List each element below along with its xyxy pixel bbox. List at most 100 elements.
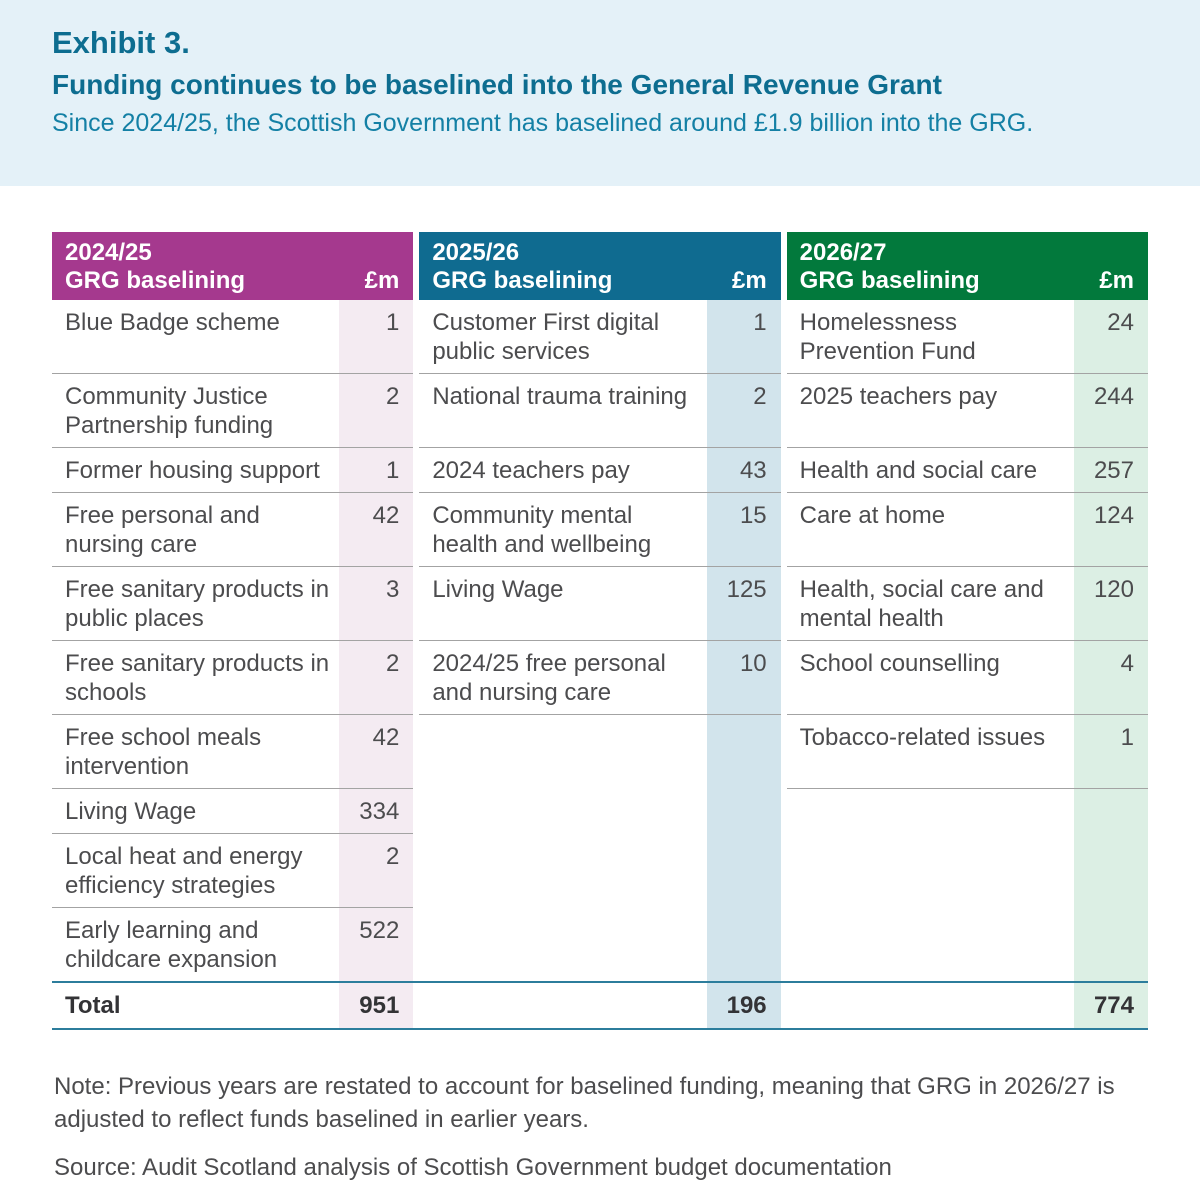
row-value: 2 — [339, 374, 414, 448]
row-value: 3 — [339, 567, 414, 641]
group-subheader: GRG baselining £m — [800, 267, 1134, 295]
row-label: Former housing support — [52, 448, 340, 493]
group-subheader: GRG baselining £m — [432, 267, 766, 295]
column-gap — [780, 715, 787, 789]
row-value: 124 — [1074, 493, 1148, 567]
total-label — [419, 981, 707, 1030]
group-subheader: GRG baselining £m — [65, 267, 399, 295]
row-label — [419, 789, 706, 834]
column-gap — [413, 908, 420, 981]
total-label: Total — [52, 981, 340, 1030]
exhibit-subtitle: Since 2024/25, the Scottish Government h… — [52, 109, 1034, 137]
table-group-header: 2024/25 GRG baselining £m — [52, 232, 414, 300]
row-value: 522 — [339, 908, 414, 981]
row-label: Free sanitary products in public places — [52, 567, 340, 641]
column-gap — [780, 789, 787, 834]
row-value: 244 — [1074, 374, 1148, 448]
column-gap — [413, 834, 420, 908]
column-gap — [780, 981, 787, 1030]
group-year-label: 2024/25 — [65, 239, 152, 266]
column-gap — [413, 981, 420, 1030]
column-gap — [413, 641, 420, 715]
table-grid: 2024/25 GRG baselining £m 2025/26 GRG baseli… — [52, 232, 1148, 1030]
row-value: 257 — [1074, 448, 1148, 493]
column-gap — [780, 374, 787, 448]
column-gap — [413, 789, 420, 834]
table-group-header: 2026/27 GRG baselining £m — [786, 232, 1148, 300]
row-value: 1 — [1074, 715, 1148, 789]
row-label: Community mental health and wellbeing — [419, 493, 707, 567]
column-gap — [780, 232, 787, 300]
row-value — [706, 908, 781, 981]
total-value: 196 — [706, 981, 781, 1030]
row-label: Living Wage — [52, 789, 340, 834]
row-label — [787, 908, 1074, 981]
row-value: 1 — [339, 300, 414, 374]
row-label — [419, 908, 706, 981]
exhibit-title: Funding continues to be baselined into t… — [52, 69, 942, 100]
column-gap — [413, 300, 420, 374]
row-label: Free personal and nursing care — [52, 493, 340, 567]
row-label: Tobacco-related issues — [786, 715, 1074, 789]
row-label: 2024/25 free personal and nursing care — [419, 641, 707, 715]
column-gap — [780, 641, 787, 715]
column-gap — [780, 300, 787, 374]
group-unit-label: £m — [1099, 267, 1134, 294]
row-label: Homelessness Prevention Fund — [786, 300, 1074, 374]
row-label: Care at home — [786, 493, 1074, 567]
total-value: 951 — [339, 981, 414, 1030]
row-value: 42 — [339, 715, 414, 789]
group-unit-label: £m — [731, 267, 767, 294]
row-label: Early learning and childcare expansion — [65, 917, 278, 973]
row-label: Blue Badge scheme — [52, 300, 340, 374]
row-label — [419, 715, 706, 789]
column-gap — [780, 493, 787, 567]
row-label: 2024 teachers pay — [419, 448, 707, 493]
row-value: 2 — [339, 834, 414, 908]
row-value: 1 — [706, 300, 781, 374]
table-group-header: 2025/26 GRG baselining £m — [419, 232, 781, 300]
row-label — [787, 834, 1074, 908]
row-value: 15 — [706, 493, 781, 567]
row-label: 2025 teachers pay — [786, 374, 1074, 448]
row-value: 2 — [339, 641, 414, 715]
grg-baselining-table: 2024/25 GRG baselining £m 2025/26 GRG baseli… — [52, 232, 1148, 1030]
column-gap — [780, 908, 787, 981]
row-value: 120 — [1074, 567, 1148, 641]
column-gap — [413, 232, 420, 300]
row-value: 2 — [706, 374, 781, 448]
column-gap — [413, 493, 420, 567]
group-year-label: 2025/26 — [432, 239, 520, 266]
row-value: 42 — [339, 493, 414, 567]
exhibit-header: Exhibit 3. Funding continues to be basel… — [0, 0, 1200, 186]
row-value — [1074, 908, 1148, 981]
group-baselining-label: GRG baselining — [799, 267, 980, 294]
row-value — [1074, 789, 1148, 834]
group-baselining-label: GRG baselining — [432, 267, 613, 294]
row-value: 10 — [706, 641, 781, 715]
row-label: Free sanitary products in schools — [52, 641, 340, 715]
row-label: Community Justice Partnership funding — [52, 374, 340, 448]
row-label: Health and social care — [786, 448, 1074, 493]
row-value — [706, 789, 781, 834]
group-unit-label: £m — [364, 267, 400, 294]
row-value — [706, 834, 781, 908]
source-text: Source: Audit Scotland analysis of Scott… — [54, 1154, 892, 1181]
column-gap — [413, 374, 420, 448]
row-value — [1074, 834, 1148, 908]
row-label — [787, 789, 1074, 834]
column-gap — [413, 448, 420, 493]
row-value: 334 — [339, 789, 414, 834]
row-label: Health, social care and mental health — [786, 567, 1074, 641]
exhibit-label: Exhibit 3. — [52, 25, 190, 60]
note-text: Note: Previous years are restated to acc… — [54, 1073, 1115, 1133]
row-value: 1 — [339, 448, 414, 493]
row-value: 125 — [706, 567, 781, 641]
row-value: 24 — [1074, 300, 1148, 374]
row-value: 4 — [1074, 641, 1148, 715]
row-label: Living Wage — [419, 567, 707, 641]
row-label: Local heat and energy efficiency strateg… — [52, 834, 340, 908]
row-label: School counselling — [786, 641, 1074, 715]
column-gap — [780, 834, 787, 908]
row-value — [706, 715, 781, 789]
